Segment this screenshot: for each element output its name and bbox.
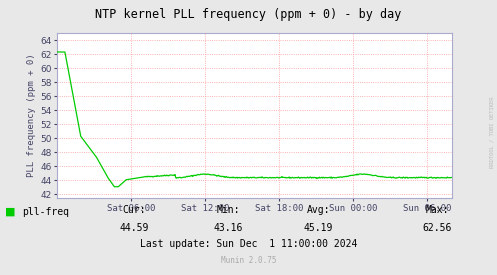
- Text: NTP kernel PLL frequency (ppm + 0) - by day: NTP kernel PLL frequency (ppm + 0) - by …: [95, 8, 402, 21]
- Text: Max:: Max:: [425, 205, 449, 215]
- Text: Last update: Sun Dec  1 11:00:00 2024: Last update: Sun Dec 1 11:00:00 2024: [140, 239, 357, 249]
- Text: 62.56: 62.56: [422, 223, 452, 233]
- Text: Munin 2.0.75: Munin 2.0.75: [221, 256, 276, 265]
- Text: Min:: Min:: [217, 205, 241, 215]
- Text: Cur:: Cur:: [122, 205, 146, 215]
- Text: 43.16: 43.16: [214, 223, 244, 233]
- Text: 44.59: 44.59: [119, 223, 149, 233]
- Text: 45.19: 45.19: [303, 223, 333, 233]
- Text: RRDTOOL / TOBI OETIKER: RRDTOOL / TOBI OETIKER: [490, 96, 495, 168]
- Text: pll-freq: pll-freq: [22, 207, 70, 217]
- Text: Avg:: Avg:: [306, 205, 330, 215]
- Y-axis label: PLL frequency (ppm + 0): PLL frequency (ppm + 0): [27, 54, 36, 177]
- Text: ■: ■: [5, 207, 15, 217]
